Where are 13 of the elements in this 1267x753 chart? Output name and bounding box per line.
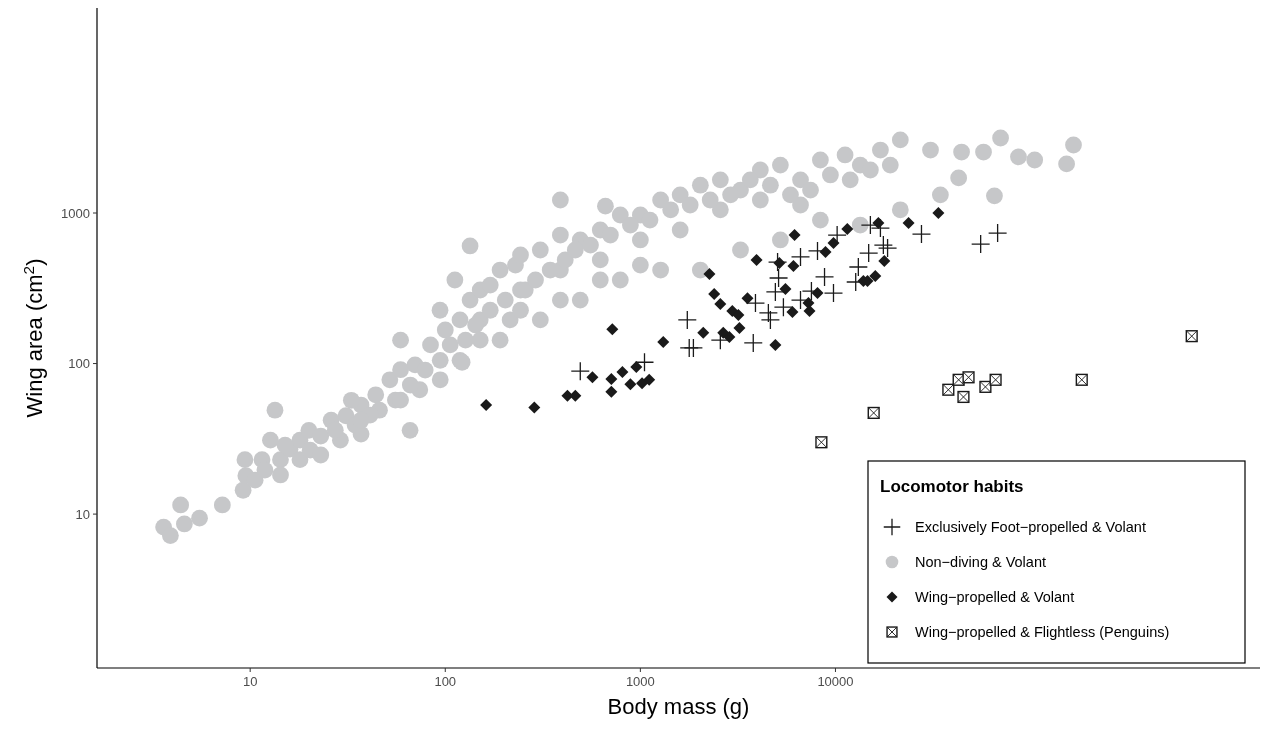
y-tick-label: 1000: [61, 205, 90, 221]
x-tick-label: 1000: [625, 674, 655, 689]
legend-label: Wing−propelled & Flightless (Penguins): [915, 624, 1170, 640]
x-tick-label: 10000: [817, 674, 854, 689]
x-axis-title: Body mass (g): [607, 694, 750, 719]
legend-label: Non−diving & Volant: [915, 554, 1046, 570]
legend-title: Locomotor habits: [880, 477, 1024, 496]
y-tick-label: 10: [75, 506, 90, 522]
legend-label: Exclusively Foot−propelled & Volant: [915, 519, 1146, 535]
x-tick-label: 10: [242, 674, 258, 689]
legend-label: Wing−propelled & Volant: [915, 589, 1075, 605]
y-tick-label: 100: [68, 356, 90, 372]
x-tick-label: 100: [434, 674, 457, 689]
